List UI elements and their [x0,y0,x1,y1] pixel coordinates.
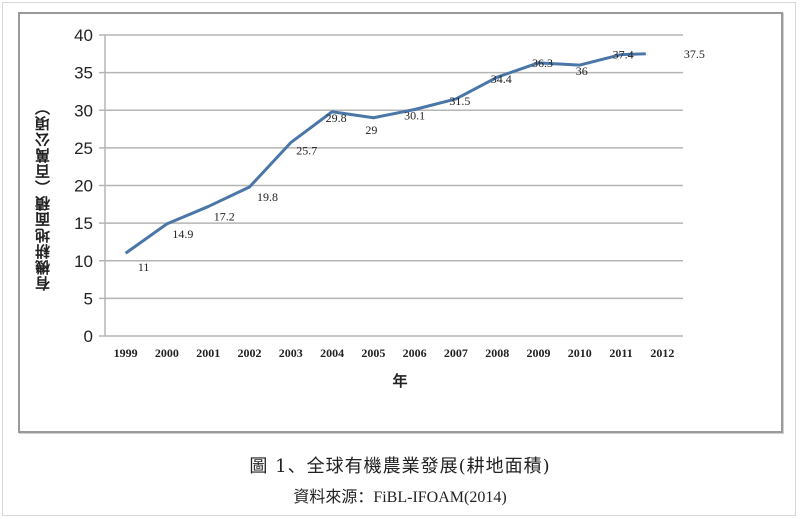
data-label: 31.5 [449,94,470,108]
data-label: 37.4 [613,48,634,62]
y-tick-label: 0 [84,327,93,346]
source-note: 資料來源：FiBL-IFOAM(2014) [293,489,507,506]
x-tick-label: 2007 [444,346,468,360]
data-label: 36 [576,64,588,78]
data-label: 29.8 [326,111,347,125]
data-label: 17.2 [214,210,235,224]
data-label: 30.1 [404,108,425,122]
x-tick-label: 1999 [114,346,138,360]
y-tick-label: 10 [74,252,93,271]
x-tick-label: 2006 [403,346,427,360]
x-axis-label: 年 [392,372,408,390]
x-tick-label: 2001 [196,346,220,360]
y-tick-label: 15 [74,214,93,233]
x-tick-label: 2008 [485,346,509,360]
y-tick-label: 35 [74,64,93,83]
data-label: 34.4 [491,72,512,86]
x-tick-label: 2010 [568,346,592,360]
y-tick-label: 40 [74,26,93,45]
x-tick-label: 2009 [527,346,551,360]
x-tick-label: 2000 [155,346,179,360]
data-label: 36.3 [532,56,553,70]
y-tick-label: 20 [74,177,93,196]
x-tick-label: 2005 [361,346,385,360]
x-tick-label: 2012 [650,346,674,360]
y-tick-label: 5 [84,289,93,308]
x-tick-label: 2002 [238,346,262,360]
y-tick-label: 25 [74,139,93,158]
y-axis-label: 有機耕地面積（百萬公頃） [34,99,52,291]
data-label: 14.9 [172,227,193,241]
x-tick-label: 2003 [279,346,303,360]
data-label: 11 [138,260,150,274]
data-label: 37.5 [684,47,705,61]
y-tick-label: 30 [74,101,93,120]
data-label: 29 [365,123,377,137]
data-label: 25.7 [296,144,317,158]
data-label: 19.8 [257,190,278,204]
x-tick-label: 2004 [320,346,344,360]
figure-caption: 圖 1、全球有機農業發展(耕地面積) [249,456,551,477]
data-line [124,52,646,255]
x-tick-label: 2011 [609,346,632,360]
